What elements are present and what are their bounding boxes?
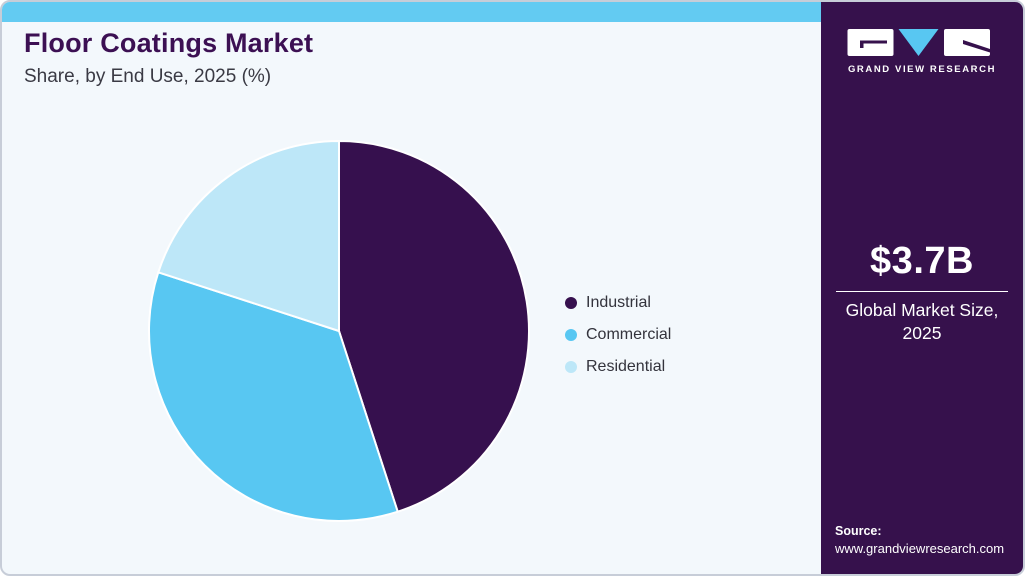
source-url-link[interactable]: www.grandviewresearch.com bbox=[835, 541, 1005, 556]
pie-slice-residential bbox=[157, 140, 340, 332]
logo-v-triangle bbox=[898, 29, 939, 56]
page-title: Floor Coatings Market bbox=[24, 28, 314, 58]
market-size-label: Global Market Size, 2025 bbox=[836, 299, 1008, 345]
source-label: Source: bbox=[835, 524, 882, 538]
market-size-label-line1: Global Market Size, bbox=[845, 300, 999, 320]
chart-header: Floor Coatings Market Share, by End Use,… bbox=[24, 28, 664, 88]
legend: Industrial Commercial Residential bbox=[565, 287, 671, 383]
legend-swatch-commercial bbox=[565, 329, 577, 341]
gvr-logo-mark bbox=[847, 29, 990, 56]
legend-label: Commercial bbox=[586, 326, 672, 343]
pie-slice-industrial bbox=[338, 140, 530, 513]
pie-chart-svg bbox=[148, 140, 530, 522]
logo-r-glyph bbox=[963, 40, 990, 53]
legend-label: Industrial bbox=[586, 294, 651, 311]
market-size-label-line2: 2025 bbox=[902, 322, 942, 343]
pie-slice-commercial bbox=[148, 271, 399, 522]
brand-sidebar: GRAND VIEW RESEARCH $3.7B Global Market … bbox=[821, 2, 1023, 574]
legend-swatch-residential bbox=[565, 361, 577, 373]
metric-divider bbox=[836, 291, 1008, 292]
legend-item-industrial: Industrial bbox=[565, 287, 671, 319]
logo-g-glyph bbox=[860, 40, 887, 48]
legend-item-residential: Residential bbox=[565, 351, 671, 383]
legend-item-commercial: Commercial bbox=[565, 319, 671, 351]
brand-name: GRAND VIEW RESEARCH bbox=[847, 64, 997, 75]
market-size-value: $3.7B bbox=[870, 240, 974, 282]
legend-label: Residential bbox=[586, 358, 666, 375]
page-subtitle: Share, by End Use, 2025 (%) bbox=[24, 65, 272, 87]
legend-swatch-industrial bbox=[565, 297, 577, 309]
gvr-logo: GRAND VIEW RESEARCH bbox=[821, 28, 1023, 75]
pie-chart bbox=[147, 139, 531, 523]
market-size-block: $3.7B Global Market Size, 2025 bbox=[836, 240, 1008, 345]
top-accent-bar bbox=[2, 2, 825, 22]
source-block: Source: www.grandviewresearch.com bbox=[835, 524, 1004, 556]
